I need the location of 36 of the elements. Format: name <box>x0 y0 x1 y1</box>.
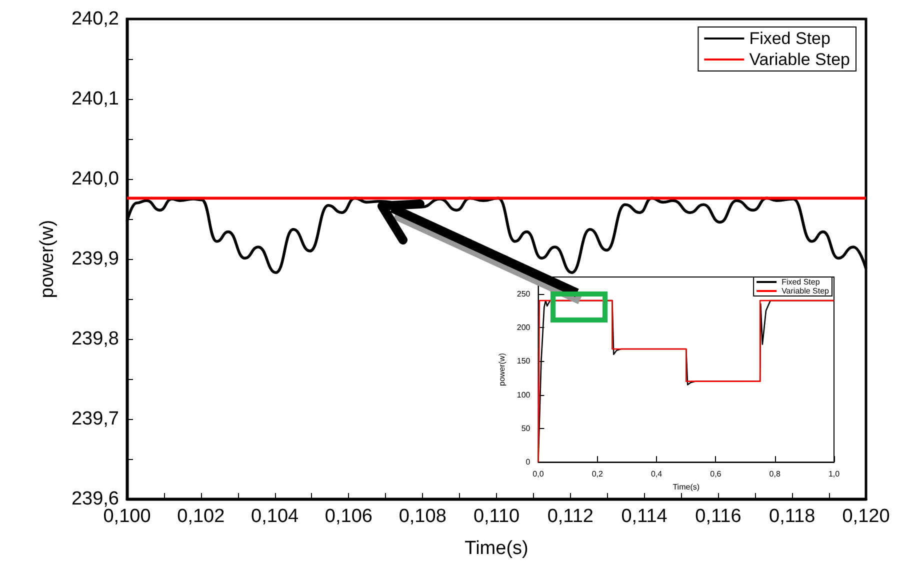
x-tick-label: 0,110 <box>473 506 520 527</box>
legend-label: Variable Step <box>749 50 850 69</box>
y-tick-label: 239,9 <box>71 248 119 270</box>
legend-label: Variable Step <box>782 286 830 296</box>
legend-label: Fixed Step <box>749 29 830 48</box>
x-tick-label: 0,112 <box>547 506 594 527</box>
y-tick-label: 50 <box>521 424 531 433</box>
y-tick-label: 100 <box>516 390 531 400</box>
x-tick-label: 0,0 <box>532 470 544 479</box>
y-axis-title: power(w) <box>37 220 58 298</box>
x-tick-label: 1,0 <box>828 470 840 479</box>
x-tick-label: 0,120 <box>842 506 890 527</box>
y-tick-label: 240,2 <box>71 8 119 30</box>
y-tick-label: 240,0 <box>71 168 119 190</box>
x-tick-label: 0,106 <box>324 506 372 527</box>
x-tick-label: 0,104 <box>251 506 300 527</box>
y-axis-title: power(w) <box>498 352 506 386</box>
y-tick-label: 239,7 <box>71 408 119 430</box>
legend-label: Fixed Step <box>782 278 820 286</box>
y-tick-label: 200 <box>516 322 531 332</box>
x-axis-title: Time(s) <box>464 538 528 559</box>
x-tick-label: 0,6 <box>710 470 722 479</box>
x-tick-label: 0,116 <box>695 506 742 527</box>
x-tick-label: 0,114 <box>621 506 668 527</box>
x-axis-title: Time(s) <box>672 482 700 492</box>
x-tick-label: 0,108 <box>398 506 446 527</box>
y-tick-label: 150 <box>516 356 531 366</box>
x-tick-label: 0,2 <box>592 470 604 479</box>
x-tick-label: 0,4 <box>650 470 663 479</box>
y-tick-label: 239,8 <box>71 328 119 350</box>
x-tick-label: 0,8 <box>769 470 781 479</box>
y-tick-label: 240,1 <box>71 88 119 110</box>
x-tick-label: 0,118 <box>769 506 816 527</box>
y-tick-label: 0 <box>526 458 531 467</box>
x-tick-label: 0,102 <box>177 506 225 527</box>
y-tick-label: 250 <box>516 289 531 298</box>
